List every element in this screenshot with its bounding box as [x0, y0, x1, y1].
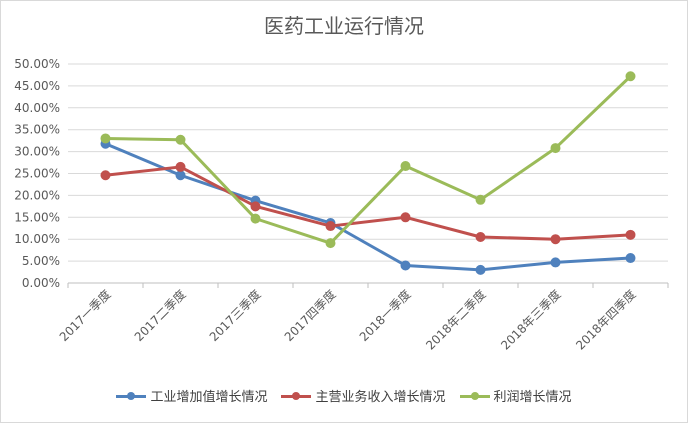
series-line-3	[105, 75, 632, 245]
data-point	[250, 213, 261, 224]
data-point	[325, 221, 336, 232]
data-point	[475, 232, 486, 243]
data-point	[100, 170, 111, 181]
legend-item-3: 利润增长情况	[459, 386, 572, 405]
data-point	[400, 212, 411, 223]
y-tick-label: 30.00%	[14, 145, 60, 159]
chart-legend: 工业增加值增长情况 主营业务收入增长情况 利润增长情况	[0, 386, 688, 405]
data-point	[475, 264, 486, 275]
legend-line-marker-icon	[459, 390, 490, 402]
data-point	[175, 161, 186, 172]
legend-item-1: 工业增加值增长情况	[116, 386, 267, 405]
x-tick-label: 2017一季度	[56, 287, 114, 345]
chart-title: 医药工业运行情况	[264, 14, 424, 38]
x-tick-label: 2018一季度	[356, 287, 414, 345]
x-tick-label: 2017二季度	[131, 287, 189, 345]
data-point	[550, 257, 561, 268]
x-tick-label: 2017四季度	[281, 287, 339, 345]
data-point	[325, 238, 336, 249]
legend-item-2: 主营业务收入增长情况	[281, 386, 446, 405]
data-point	[175, 134, 186, 145]
y-tick-label: 25.00%	[14, 167, 60, 181]
data-point	[625, 229, 636, 240]
legend-line-marker-icon	[116, 390, 147, 402]
data-point	[625, 253, 636, 264]
legend-label: 主营业务收入增长情况	[315, 390, 446, 405]
series-line-1	[104, 142, 631, 272]
y-tick-label: 15.00%	[14, 210, 60, 224]
series-line-2	[105, 165, 631, 241]
y-tick-label: 5.00%	[22, 254, 60, 268]
data-point	[175, 170, 186, 181]
y-tick-label: 0.00%	[22, 276, 60, 290]
data-point	[100, 133, 111, 144]
y-tick-label: 35.00%	[14, 123, 60, 137]
x-tick-label: 2018年二季度	[422, 287, 488, 353]
legend-label: 利润增长情况	[493, 390, 572, 405]
data-point	[625, 71, 636, 82]
data-point	[250, 201, 261, 212]
legend-line-marker-icon	[281, 390, 312, 402]
data-point	[400, 260, 411, 271]
x-tick-label: 2018年三季度	[497, 287, 563, 353]
legend-label: 工业增加值增长情况	[150, 390, 268, 405]
data-point	[550, 143, 561, 154]
y-tick-label: 10.00%	[14, 232, 60, 246]
data-point	[550, 234, 561, 245]
data-point	[475, 194, 486, 205]
x-tick-label: 2018年四季度	[572, 287, 638, 353]
y-tick-label: 20.00%	[14, 188, 60, 202]
x-tick-label: 2017三季度	[206, 287, 264, 345]
y-tick-label: 40.00%	[14, 101, 60, 115]
y-tick-label: 45.00%	[14, 79, 60, 93]
data-point	[400, 161, 411, 172]
y-tick-label: 50.00%	[14, 57, 60, 71]
